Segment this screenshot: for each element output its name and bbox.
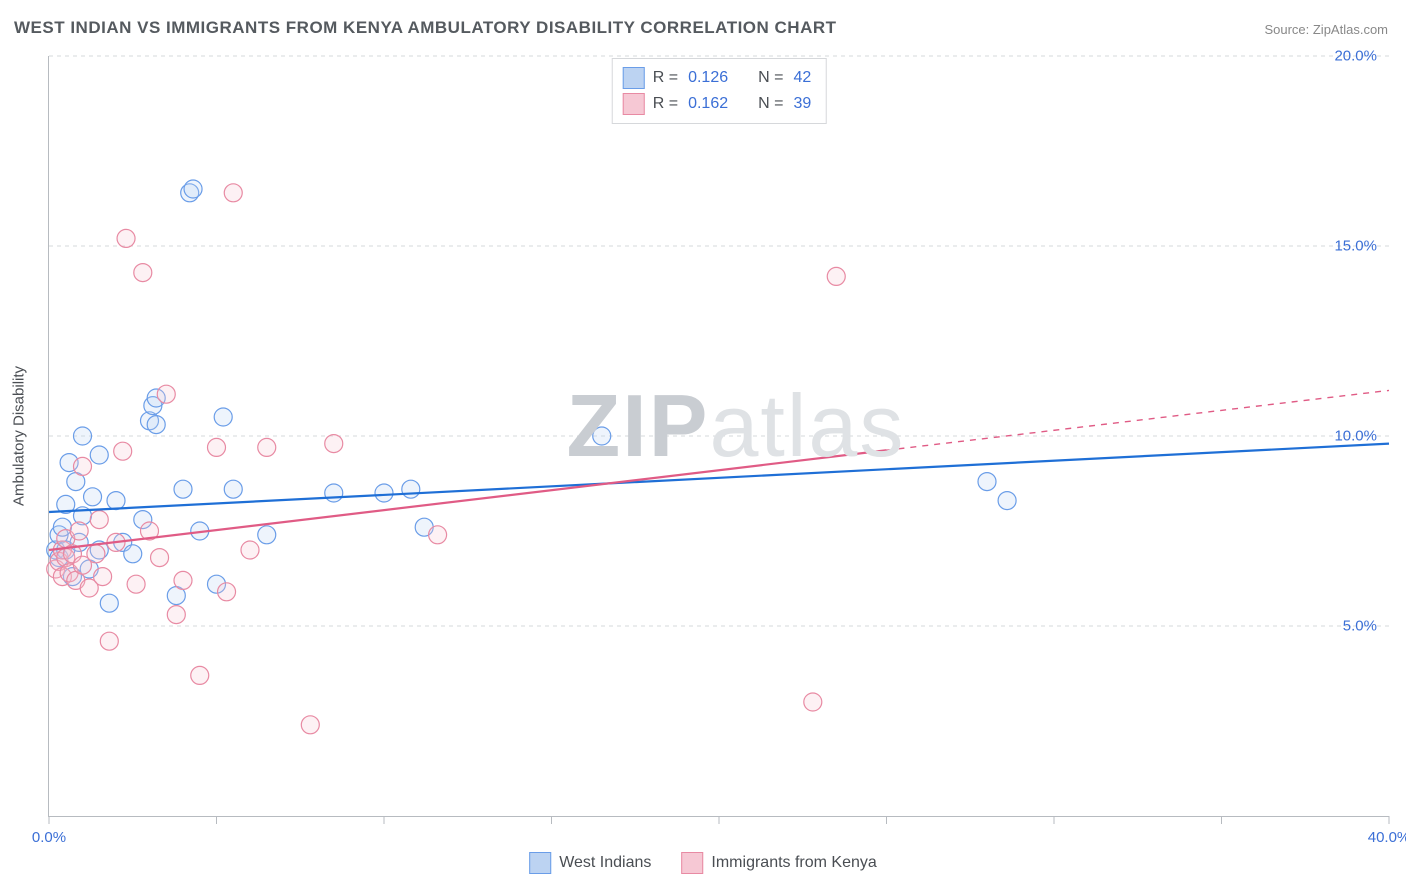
legend-r-label-1: R = xyxy=(653,95,678,113)
legend-row-1: R = 0.162 N = 39 xyxy=(623,91,812,117)
legend-n-value-0: 42 xyxy=(793,69,811,87)
series-swatch-1 xyxy=(681,852,703,874)
y-tick-label: 5.0% xyxy=(1343,618,1377,635)
y-tick-label: 10.0% xyxy=(1334,428,1377,445)
legend-r-value-0: 0.126 xyxy=(688,69,728,87)
chart-title: WEST INDIAN VS IMMIGRANTS FROM KENYA AMB… xyxy=(14,18,837,38)
legend-n-label-1: N = xyxy=(758,95,783,113)
y-tick-label: 15.0% xyxy=(1334,238,1377,255)
legend-row-0: R = 0.126 N = 42 xyxy=(623,65,812,91)
correlation-legend: R = 0.126 N = 42 R = 0.162 N = 39 xyxy=(612,58,827,124)
chart-container: WEST INDIAN VS IMMIGRANTS FROM KENYA AMB… xyxy=(0,0,1406,892)
x-tick-label: 0.0% xyxy=(32,829,66,846)
series-legend: West Indians Immigrants from Kenya xyxy=(529,852,877,874)
legend-swatch-1 xyxy=(623,93,645,115)
legend-r-label-0: R = xyxy=(653,69,678,87)
legend-n-value-1: 39 xyxy=(793,95,811,113)
series-label-0: West Indians xyxy=(559,854,651,872)
legend-swatch-0 xyxy=(623,67,645,89)
series-legend-item-0: West Indians xyxy=(529,852,651,874)
series-label-1: Immigrants from Kenya xyxy=(711,854,876,872)
plot-svg xyxy=(49,56,1389,816)
x-tick-label: 40.0% xyxy=(1368,829,1406,846)
plot-area: Ambulatory Disability R = 0.126 N = 42 R… xyxy=(48,56,1389,817)
series-swatch-0 xyxy=(529,852,551,874)
source-label: Source: ZipAtlas.com xyxy=(1264,22,1388,37)
y-axis-title: Ambulatory Disability xyxy=(11,366,28,506)
legend-n-label-0: N = xyxy=(758,69,783,87)
series-legend-item-1: Immigrants from Kenya xyxy=(681,852,876,874)
y-tick-label: 20.0% xyxy=(1334,48,1377,65)
legend-r-value-1: 0.162 xyxy=(688,95,728,113)
